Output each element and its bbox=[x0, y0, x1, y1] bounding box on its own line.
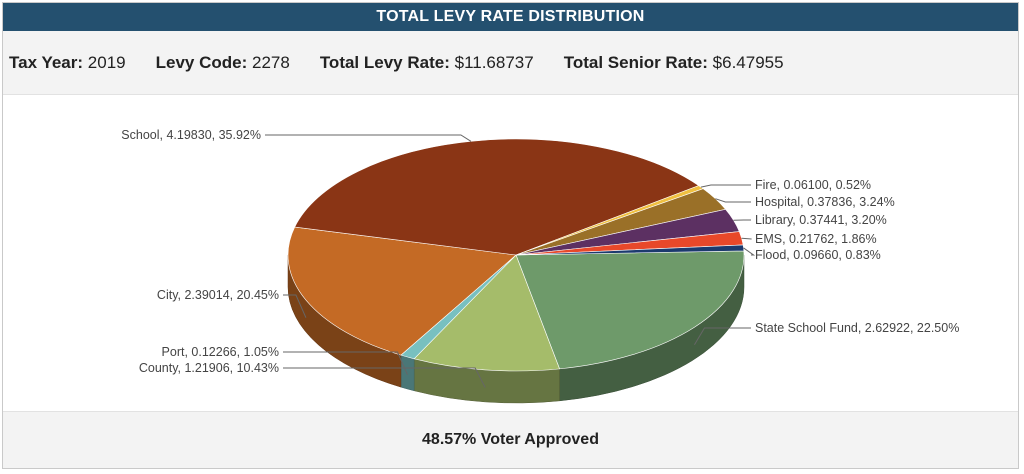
tax-year: Tax Year: 2019 bbox=[9, 53, 126, 73]
slice-label-library: Library, 0.37441, 3.20% bbox=[755, 213, 887, 227]
levy-code-label: Levy Code: bbox=[155, 52, 248, 72]
levy-distribution-panel: TOTAL LEVY RATE DISTRIBUTION Tax Year: 2… bbox=[2, 2, 1019, 469]
pie-slice-school[interactable] bbox=[294, 138, 700, 256]
total-senior-rate: Total Senior Rate: $6.47955 bbox=[564, 53, 784, 73]
slice-label-fire: Fire, 0.06100, 0.52% bbox=[755, 178, 871, 192]
total-levy-rate: Total Levy Rate: $11.68737 bbox=[320, 53, 534, 73]
leader-line-county bbox=[283, 367, 486, 388]
total-levy-label: Total Levy Rate: bbox=[319, 52, 450, 72]
slice-label-city: City, 2.39014, 20.45% bbox=[157, 288, 279, 302]
leader-line-port bbox=[283, 351, 408, 375]
pie-side-port bbox=[400, 354, 415, 392]
panel-title: TOTAL LEVY RATE DISTRIBUTION bbox=[3, 3, 1018, 31]
leader-line-city bbox=[283, 294, 307, 318]
slice-label-flood: Flood, 0.09660, 0.83% bbox=[755, 248, 881, 262]
levy-code: Levy Code: 2278 bbox=[156, 53, 290, 73]
pie-chart: State School Fund, 2.62922, 22.50% County… bbox=[121, 128, 959, 404]
tax-year-value: 2019 bbox=[87, 52, 126, 72]
leader-line-state-school-fund bbox=[694, 327, 751, 346]
leader-line-fire bbox=[700, 184, 751, 188]
slice-label-state-school-fund: State School Fund, 2.62922, 22.50% bbox=[755, 321, 959, 335]
voter-approved-summary: 48.57% Voter Approved bbox=[3, 411, 1018, 468]
pie-chart-area: State School Fund, 2.62922, 22.50% County… bbox=[3, 95, 1018, 411]
tax-year-label: Tax Year: bbox=[9, 52, 84, 72]
pie-slice-county[interactable] bbox=[413, 254, 560, 372]
slice-label-hospital: Hospital, 0.37836, 3.24% bbox=[755, 195, 895, 209]
total-levy-value: $11.68737 bbox=[454, 52, 534, 72]
senior-rate-value: $6.47955 bbox=[712, 52, 784, 72]
slice-label-county: County, 1.21906, 10.43% bbox=[139, 361, 279, 375]
pie-slice-city[interactable] bbox=[287, 226, 517, 356]
slice-label-port: Port, 0.12266, 1.05% bbox=[162, 345, 279, 359]
pie-slice-state-school-fund[interactable] bbox=[515, 250, 745, 370]
senior-rate-label: Total Senior Rate: bbox=[563, 52, 708, 72]
leader-line-school bbox=[265, 134, 472, 142]
leader-line-hospital bbox=[715, 198, 751, 203]
levy-code-value: 2278 bbox=[251, 52, 290, 72]
levy-summary-bar: Tax Year: 2019 Levy Code: 2278 Total Lev… bbox=[3, 31, 1018, 95]
slice-label-ems: EMS, 0.21762, 1.86% bbox=[755, 232, 877, 246]
slice-label-school: School, 4.19830, 35.92% bbox=[121, 128, 261, 142]
leader-line-ems bbox=[741, 237, 752, 240]
leader-line-flood bbox=[743, 247, 756, 256]
